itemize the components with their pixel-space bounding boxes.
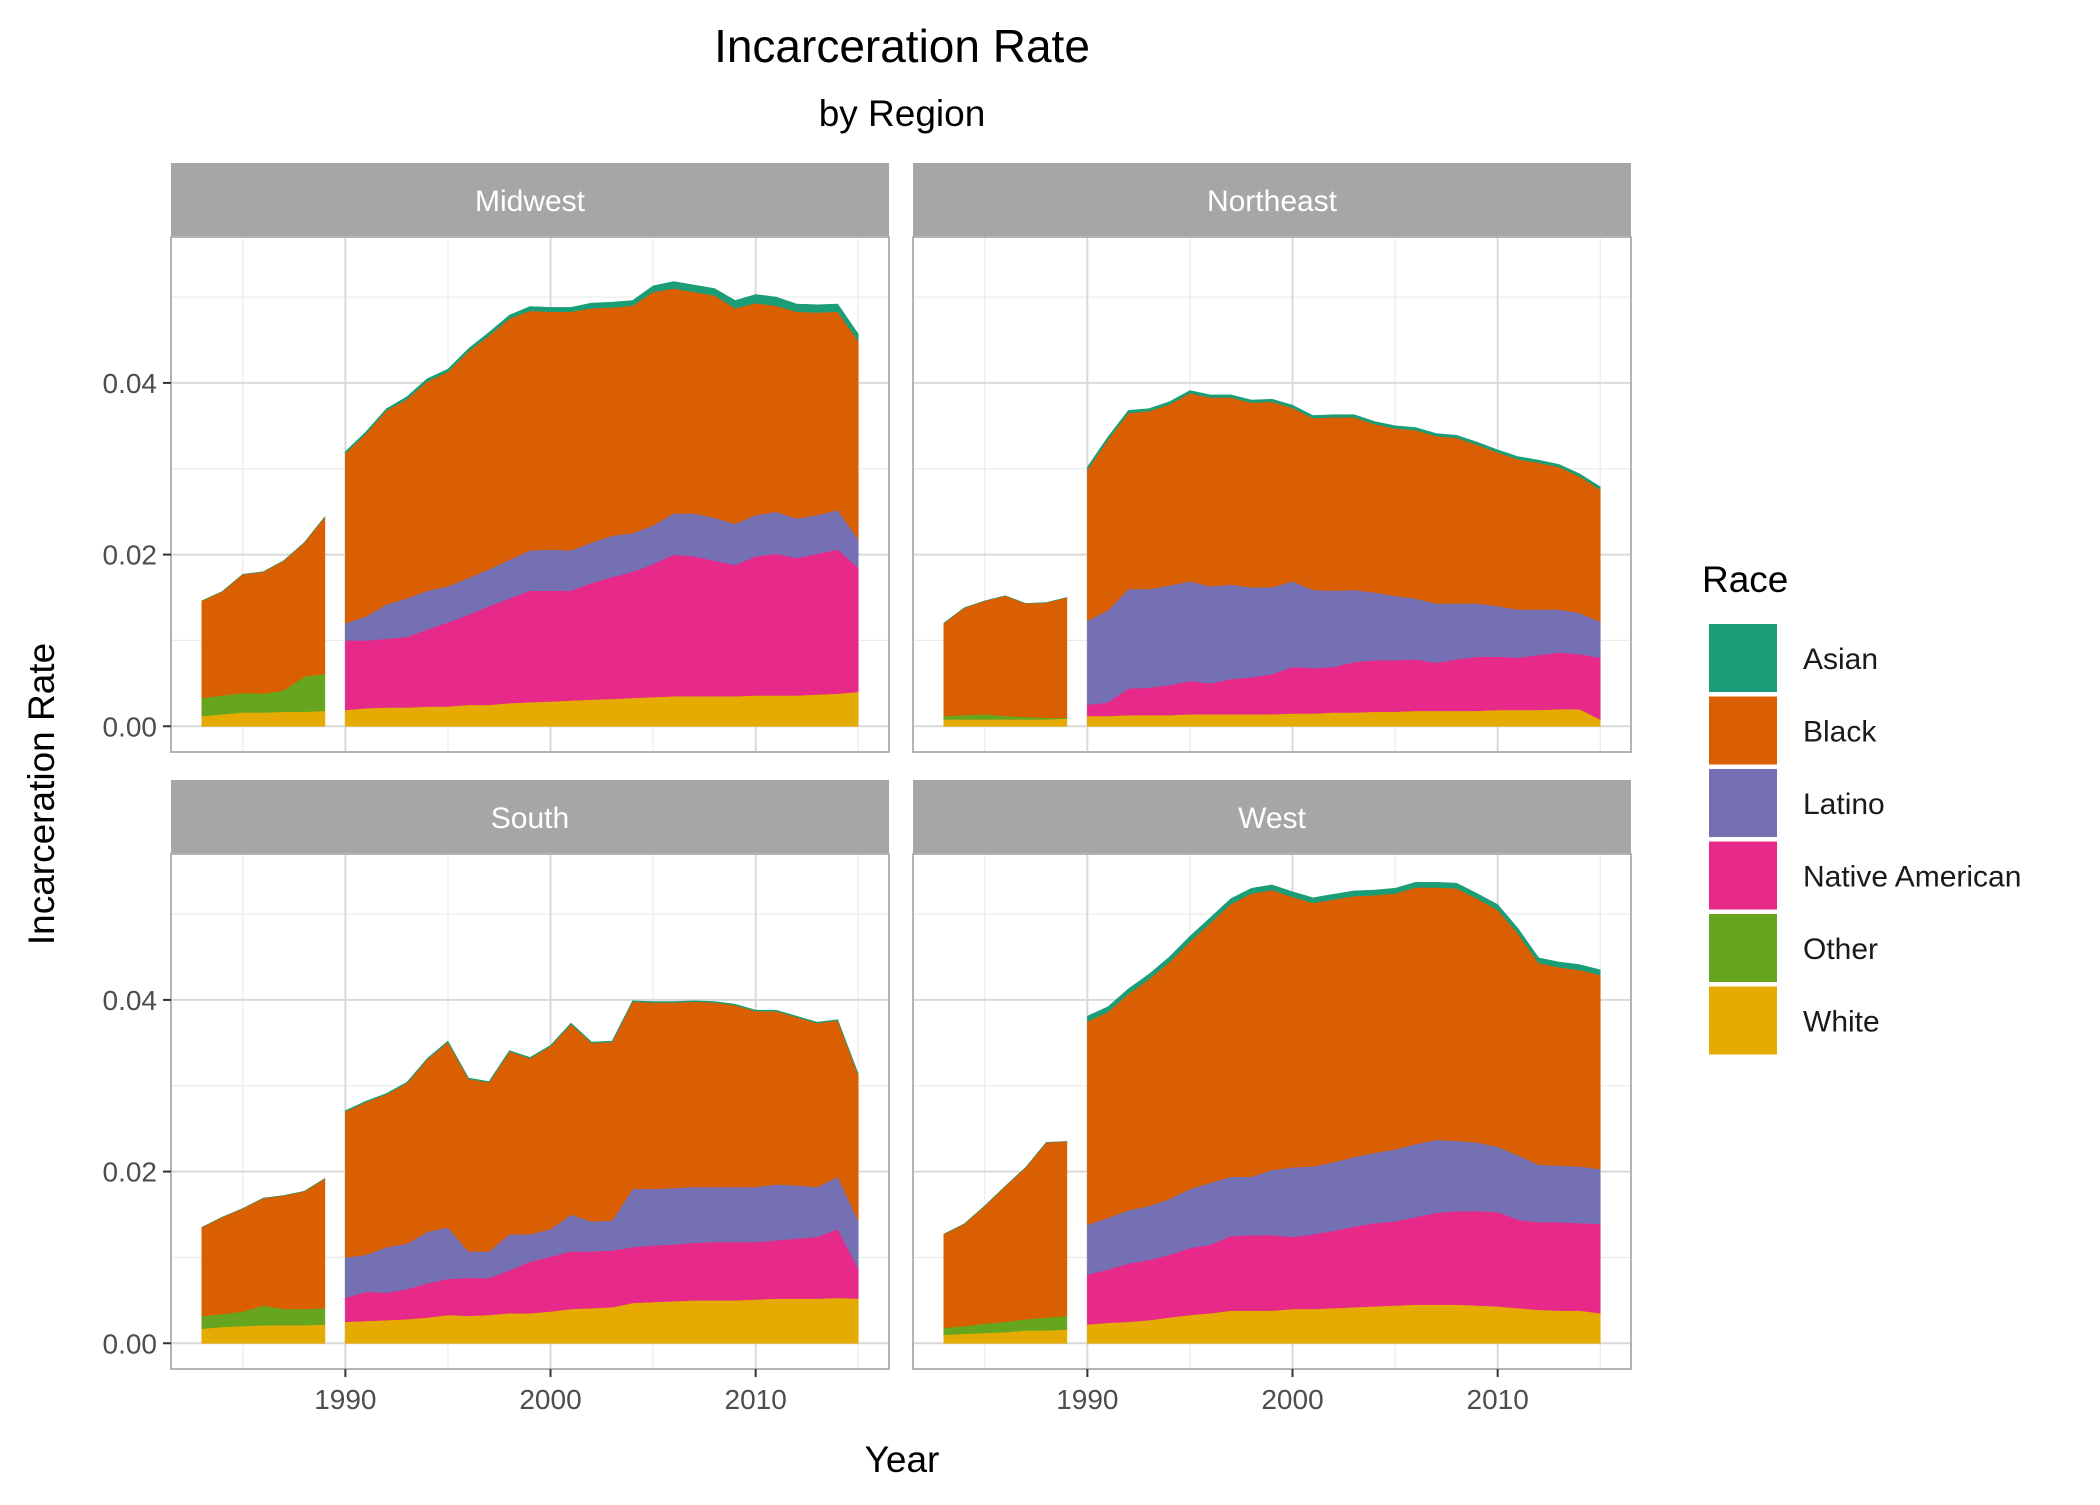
panel-strip-label: South [491, 802, 569, 835]
chart-subtitle: by Region [819, 93, 986, 134]
legend-swatch [1709, 986, 1777, 1055]
chart-title: Incarceration Rate [714, 20, 1090, 72]
panel-areas [943, 390, 1601, 727]
x-tick-label: 2000 [1261, 1384, 1323, 1415]
legend-item-native-american: Native American [1709, 841, 2021, 910]
area-asian [1087, 882, 1601, 1022]
panel-northeast: Northeast [912, 163, 1632, 753]
legend-label: Latino [1803, 788, 1885, 821]
x-tick-label: 1990 [314, 1384, 376, 1415]
legend-item-other: Other [1709, 914, 1878, 982]
y-tick-label: 0.04 [103, 368, 158, 399]
x-tick-label: 1990 [1056, 1384, 1118, 1415]
facet-panels: Midwest 0.00 0.02 0.04 Northeast South 0.00 0.0… [103, 163, 1632, 1415]
legend-label: White [1803, 1006, 1880, 1039]
legend-swatch [1709, 624, 1777, 692]
legend-swatch [1709, 914, 1777, 982]
area-asian [201, 516, 326, 602]
panel-border [170, 236, 890, 753]
area-black [943, 595, 1068, 718]
y-axis-title: Incarceration Rate [21, 643, 62, 945]
panel-strip [913, 780, 1631, 854]
area-asian [201, 1178, 326, 1228]
panel-south: South 0.00 0.02 0.04 1990 2000 2010 [103, 780, 890, 1415]
legend-item-latino: Latino [1709, 769, 1885, 837]
legend-swatch [1709, 841, 1777, 910]
y-tick-label: 0.00 [103, 1328, 158, 1359]
area-asian [1087, 390, 1601, 490]
panel-midwest: Midwest 0.00 0.02 0.04 [103, 163, 890, 753]
panel-strip [913, 163, 1631, 237]
area-asian [345, 1000, 859, 1112]
panel-strip [171, 163, 889, 237]
panel-areas [201, 281, 859, 727]
legend-title: Race [1702, 559, 1788, 600]
y-tick-label: 0.02 [103, 540, 158, 571]
area-asian [345, 281, 859, 455]
panel-border [912, 236, 1632, 753]
x-axis-title: Year [865, 1439, 940, 1480]
legend-item-white: White [1709, 986, 1880, 1055]
x-tick-label: 2010 [1467, 1384, 1529, 1415]
legend-label: Asian [1803, 643, 1878, 676]
area-asian [943, 1141, 1067, 1235]
legend-swatch [1709, 769, 1777, 837]
panel-areas [201, 1000, 859, 1344]
x-tick-label: 2010 [725, 1384, 787, 1415]
panel-strip-label: Midwest [475, 185, 586, 218]
panel-strip-label: Northeast [1207, 185, 1338, 218]
panel-strip [171, 780, 889, 854]
panel-areas [943, 882, 1601, 1344]
legend-label: Black [1803, 716, 1877, 749]
y-tick-label: 0.02 [103, 1157, 158, 1188]
y-tick-label: 0.00 [103, 711, 158, 742]
y-tick-label: 0.04 [103, 985, 158, 1016]
legend-item-asian: Asian [1709, 624, 1878, 692]
panel-strip-label: West [1238, 802, 1306, 835]
legend-label: Native American [1803, 861, 2021, 894]
legend-label: Other [1803, 933, 1878, 966]
legend-swatch [1709, 696, 1777, 765]
x-tick-label: 2000 [519, 1384, 581, 1415]
legend-item-black: Black [1709, 696, 1877, 765]
legend: Race Asian Black Latino Native American Othe… [1702, 559, 2021, 1055]
panel-border [170, 853, 890, 1370]
panel-border [912, 853, 1632, 1370]
area-asian [943, 595, 1067, 624]
panel-west: West 1990 2000 2010 [912, 780, 1632, 1415]
